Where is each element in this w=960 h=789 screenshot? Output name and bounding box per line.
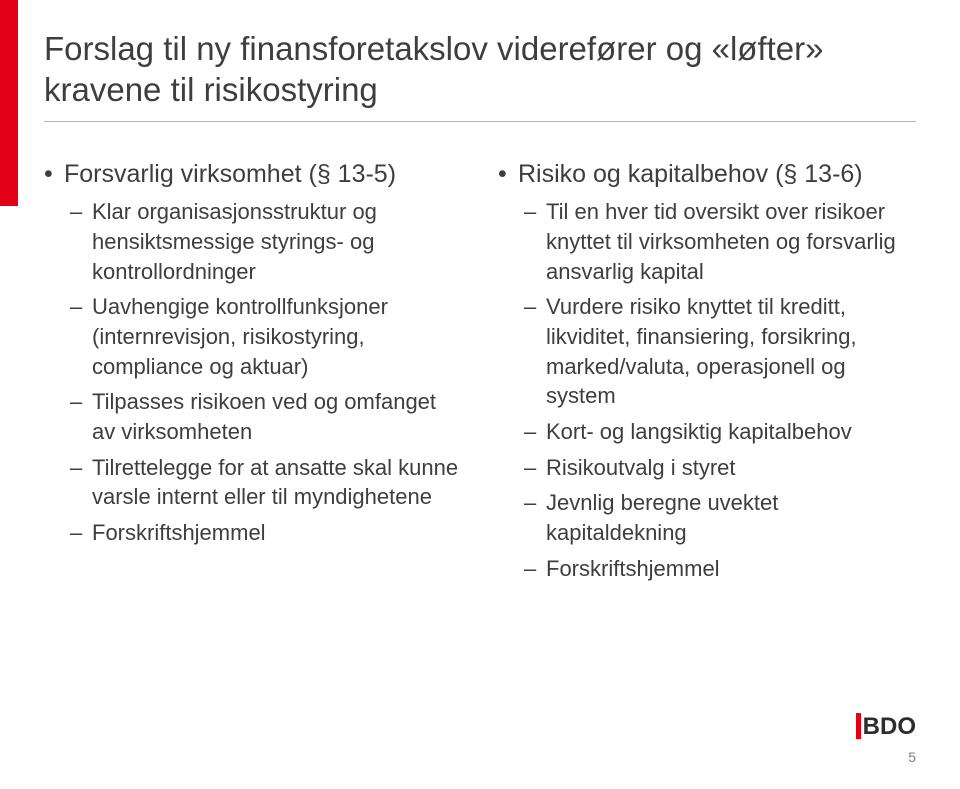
logo-bar-icon: [856, 713, 861, 739]
bullet-lvl1: Forsvarlig virksomhet (§ 13-5) Klar orga…: [64, 158, 462, 548]
bullet-lvl2: Jevnlig beregne uvektet kapitaldekning: [546, 488, 916, 547]
bullet-lvl2: Kort- og langsiktig kapitalbehov: [546, 417, 916, 447]
accent-bar: [0, 0, 18, 206]
bullet-lvl2: Klar organisasjonsstruktur og hensiktsme…: [92, 197, 462, 286]
bullet-lvl2: Til en hver tid oversikt over risikoer k…: [546, 197, 916, 286]
slide: Forslag til ny finansforetakslov videref…: [0, 0, 960, 789]
footer: BDO 5: [856, 713, 916, 765]
logo: BDO: [856, 713, 916, 739]
title-block: Forslag til ny finansforetakslov videref…: [44, 28, 916, 111]
title-divider: [44, 121, 916, 122]
bullet-lvl1: Risiko og kapitalbehov (§ 13-6) Til en h…: [518, 158, 916, 584]
bullet-lvl2: Risikoutvalg i styret: [546, 453, 916, 483]
logo-text: BDO: [863, 715, 916, 739]
right-column: Risiko og kapitalbehov (§ 13-6) Til en h…: [498, 158, 916, 592]
bullet-lvl2: Forskriftshjemmel: [92, 518, 462, 548]
page-number: 5: [908, 749, 916, 765]
left-column: Forsvarlig virksomhet (§ 13-5) Klar orga…: [44, 158, 462, 592]
bullet-heading: Risiko og kapitalbehov (§ 13-6): [518, 160, 863, 188]
bullet-lvl2: Tilrettelegge for at ansatte skal kunne …: [92, 453, 462, 512]
page-title: Forslag til ny finansforetakslov videref…: [44, 28, 916, 111]
bullet-lvl2: Vurdere risiko knyttet til kreditt, likv…: [546, 292, 916, 411]
content-columns: Forsvarlig virksomhet (§ 13-5) Klar orga…: [44, 158, 916, 592]
bullet-lvl2: Uavhengige kontrollfunksjoner (internrev…: [92, 292, 462, 381]
bullet-heading: Forsvarlig virksomhet (§ 13-5): [64, 160, 396, 188]
bullet-lvl2: Forskriftshjemmel: [546, 554, 916, 584]
bullet-lvl2: Tilpasses risikoen ved og omfanget av vi…: [92, 387, 462, 446]
